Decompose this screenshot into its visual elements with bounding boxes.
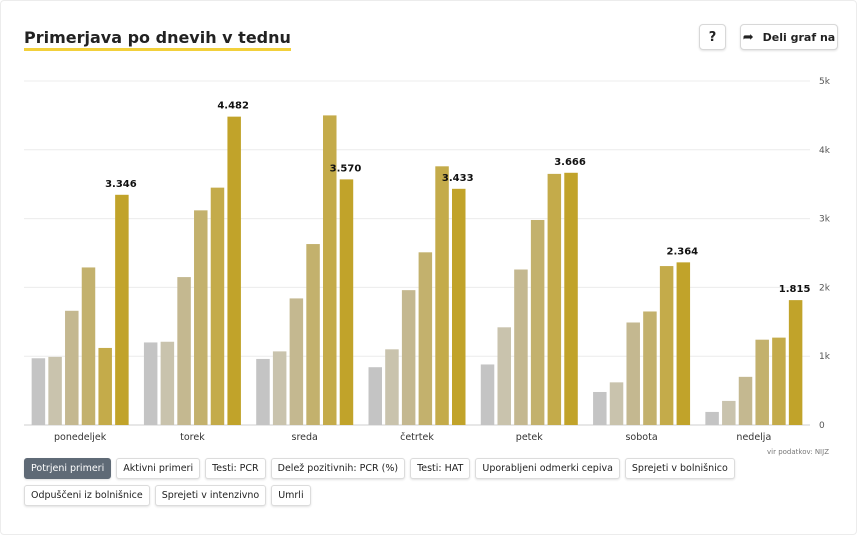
data-label: 2.364: [667, 246, 699, 257]
data-label: 3.346: [105, 179, 137, 190]
x-tick-label: torek: [180, 432, 205, 443]
tab-1[interactable]: Aktivni primeri: [116, 458, 201, 479]
bar[interactable]: [564, 172, 578, 425]
tab-2[interactable]: Testi: PCR: [205, 458, 266, 479]
bar[interactable]: [323, 115, 337, 426]
bar[interactable]: [289, 298, 304, 425]
x-tick-label: četrtek: [400, 432, 434, 443]
x-tick-label: sreda: [292, 432, 318, 443]
help-button-label: ?: [708, 29, 717, 45]
bar[interactable]: [676, 262, 691, 425]
bar[interactable]: [705, 411, 719, 425]
tab-5[interactable]: Uporabljeni odmerki cepiva: [475, 458, 620, 479]
tab-4[interactable]: Testi: HAT: [410, 458, 471, 479]
source-note: vir podatkov: NIJZ: [767, 448, 829, 456]
bar[interactable]: [81, 267, 96, 425]
bar[interactable]: [452, 188, 466, 425]
y-tick-label: 4k: [819, 146, 831, 156]
bar[interactable]: [755, 339, 769, 425]
x-tick-label: nedelja: [736, 432, 771, 443]
bar[interactable]: [530, 219, 545, 425]
bar[interactable]: [339, 179, 354, 425]
metric-tabs: Potrjeni primeri Aktivni primeri Testi: PC…: [24, 458, 824, 506]
bar[interactable]: [435, 166, 449, 425]
data-label: 1.815: [779, 284, 811, 295]
bar[interactable]: [160, 341, 175, 425]
bar[interactable]: [48, 356, 62, 425]
bar[interactable]: [626, 322, 640, 425]
tab-7[interactable]: Odpuščeni iz bolnišnice: [24, 485, 150, 506]
data-label: 3.570: [330, 163, 362, 174]
y-tick-label: 3k: [819, 215, 831, 225]
bar[interactable]: [368, 367, 383, 425]
data-label: 4.482: [217, 101, 249, 112]
bar[interactable]: [514, 269, 528, 425]
bar[interactable]: [98, 347, 112, 425]
bar[interactable]: [385, 349, 399, 425]
tab-9[interactable]: Umrli: [271, 485, 311, 506]
y-tick-label: 1k: [819, 352, 831, 362]
share-button-label: Deli graf na: [762, 30, 836, 44]
data-label: 3.433: [442, 173, 474, 184]
bar[interactable]: [643, 311, 657, 425]
y-tick-label: 5k: [819, 77, 831, 87]
bar[interactable]: [256, 358, 270, 425]
bar[interactable]: [788, 300, 803, 425]
bar[interactable]: [418, 252, 433, 425]
tab-6[interactable]: Sprejeti v bolnišnico: [624, 458, 735, 479]
bar[interactable]: [194, 210, 208, 425]
bar[interactable]: [272, 351, 287, 425]
y-tick-label: 0: [819, 421, 825, 431]
y-tick-label: 2k: [819, 283, 831, 293]
data-label: 3.666: [554, 157, 586, 168]
bar[interactable]: [143, 342, 158, 425]
bar[interactable]: [306, 244, 320, 425]
tab-0[interactable]: Potrjeni primeri: [24, 458, 112, 479]
bar[interactable]: [115, 194, 129, 425]
bar[interactable]: [547, 173, 562, 425]
x-tick-label: sobota: [625, 432, 657, 443]
bar[interactable]: [227, 116, 241, 425]
bar[interactable]: [401, 290, 416, 425]
chart-title: Primerjava po dnevih v tednu: [24, 28, 291, 51]
x-tick-label: petek: [516, 432, 543, 443]
bar[interactable]: [210, 187, 225, 425]
bar[interactable]: [722, 400, 736, 425]
bar[interactable]: [772, 337, 786, 425]
tab-8[interactable]: Sprejeti v intenzivno: [154, 485, 267, 506]
x-tick-label: ponedeljek: [54, 432, 107, 443]
share-button[interactable]: ➦ Deli graf na: [740, 24, 838, 50]
bar[interactable]: [659, 266, 674, 425]
tab-3[interactable]: Delež pozitivnih: PCR (%): [270, 458, 406, 479]
help-button[interactable]: ?: [699, 24, 726, 50]
bar[interactable]: [593, 391, 607, 425]
bar[interactable]: [65, 310, 79, 425]
bar[interactable]: [31, 358, 46, 425]
bar[interactable]: [480, 364, 495, 425]
share-arrow-icon: ➦: [742, 29, 754, 45]
bar[interactable]: [497, 327, 511, 425]
bar[interactable]: [609, 382, 624, 425]
bar[interactable]: [177, 277, 191, 425]
bar[interactable]: [738, 376, 753, 425]
